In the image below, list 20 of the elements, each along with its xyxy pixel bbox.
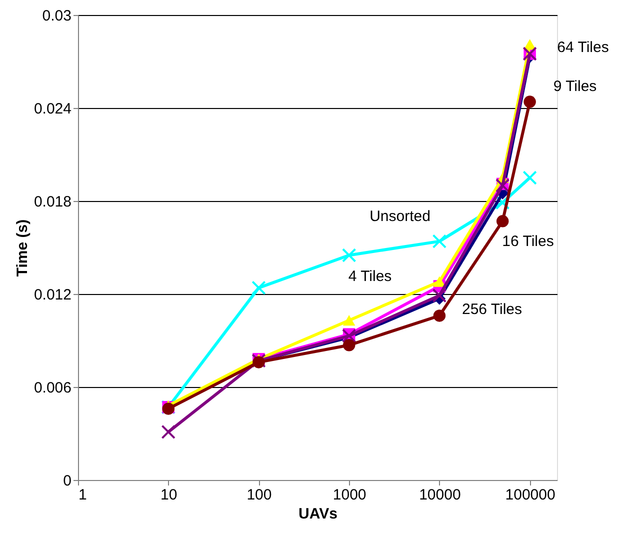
x-axis-title: UAVs bbox=[298, 506, 338, 522]
annotation: 4 Tiles bbox=[348, 268, 392, 285]
x-tick-label: 10 bbox=[160, 486, 178, 504]
annotation: 16 Tiles bbox=[502, 233, 554, 250]
annotation: 64 Tiles bbox=[557, 39, 609, 56]
annotation: 256 Tiles bbox=[462, 301, 522, 318]
annotation: 9 Tiles bbox=[553, 78, 597, 95]
y-tick-label: 0.03 bbox=[42, 8, 72, 24]
x-tick-label: 100 bbox=[246, 486, 272, 504]
x-tick-label: 1 bbox=[78, 486, 87, 504]
annotation: Unsorted bbox=[370, 208, 430, 225]
y-tick-label: 0.018 bbox=[34, 194, 72, 210]
y-axis-title: Time (s) bbox=[14, 219, 31, 277]
y-tick-label: 0 bbox=[63, 472, 72, 490]
x-tick-label: 10000 bbox=[419, 486, 461, 504]
x-tick-label: 100000 bbox=[505, 486, 556, 504]
y-tick-label: 0.006 bbox=[34, 380, 72, 396]
y-tick-label: 0.012 bbox=[34, 286, 72, 304]
x-tick-label: 1000 bbox=[332, 486, 366, 504]
y-tick-label: 0.024 bbox=[34, 100, 72, 118]
